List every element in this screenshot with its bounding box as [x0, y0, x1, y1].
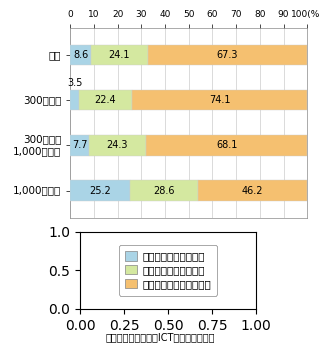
Text: 24.1: 24.1 — [108, 50, 130, 60]
Bar — [198, 180, 307, 201]
Text: 28.6: 28.6 — [153, 186, 175, 196]
Text: 74.1: 74.1 — [209, 95, 230, 105]
Text: 24.3: 24.3 — [107, 140, 128, 151]
Text: 46.2: 46.2 — [242, 186, 263, 196]
Text: 8.6: 8.6 — [73, 50, 88, 60]
Text: （出典）「勤労者のICT利用状況調査」: （出典）「勤労者のICT利用状況調査」 — [105, 332, 215, 342]
Bar — [70, 135, 89, 155]
Bar — [79, 90, 132, 111]
Text: 3.5: 3.5 — [67, 78, 82, 88]
Bar — [132, 90, 307, 111]
Legend: 全体的に実施している, 部分的に実施している, まったく実施していない: 全体的に実施している, 部分的に実施している, まったく実施していない — [118, 245, 218, 296]
Bar — [89, 135, 146, 155]
Text: 67.3: 67.3 — [217, 50, 238, 60]
Bar — [70, 180, 130, 201]
Bar — [70, 45, 91, 65]
Text: 22.4: 22.4 — [94, 95, 116, 105]
Text: 25.2: 25.2 — [89, 186, 111, 196]
Bar — [148, 45, 307, 65]
Bar — [91, 45, 148, 65]
Bar — [146, 135, 308, 155]
Text: 7.7: 7.7 — [72, 140, 87, 151]
Bar — [70, 90, 79, 111]
Text: 68.1: 68.1 — [216, 140, 237, 151]
Bar — [130, 180, 198, 201]
